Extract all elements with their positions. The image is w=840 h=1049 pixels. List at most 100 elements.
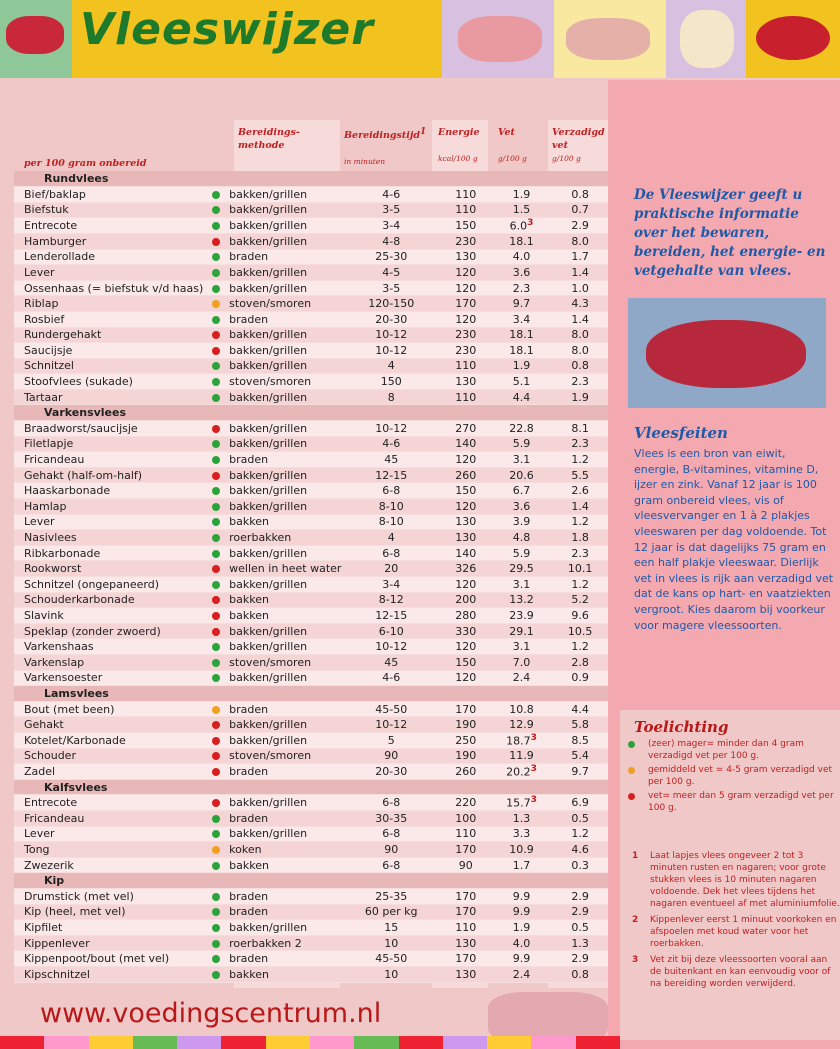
table-row: Rookworst wellen in heet water 20 326 29.5 10…: [14, 560, 610, 577]
energy: 330: [438, 623, 493, 640]
saturated-fat: 10.5: [550, 623, 610, 640]
meat-name: Kippenpoot/bout (met vel): [14, 950, 206, 968]
fat-dot-icon: [212, 284, 221, 293]
fat: 22.8: [492, 420, 551, 437]
time: 3-5: [343, 280, 439, 297]
method: bakken/grillen: [227, 436, 344, 453]
fat-indicator: [205, 623, 228, 640]
time: 25-35: [343, 888, 439, 905]
fat: 6.03: [492, 217, 551, 234]
fat: 1.9: [492, 919, 551, 936]
table-row: Kippenpoot/bout (met vel) braden 45-50 170 9…: [14, 950, 610, 968]
fat-indicator: [205, 233, 228, 250]
fat-dot-icon: [212, 440, 221, 449]
meat-name: Saucijsje: [14, 342, 206, 359]
time: 6-10: [343, 623, 439, 640]
meat-name: Tartaar: [14, 389, 206, 406]
method: bakken/grillen: [227, 623, 344, 640]
time: 6-8: [343, 794, 439, 812]
fat-dot-icon: [212, 206, 221, 215]
fat-indicator: [205, 514, 228, 531]
fat-indicator: [205, 701, 228, 718]
method: stoven/smoren: [227, 373, 344, 390]
saturated-fat: 4.3: [550, 295, 610, 312]
meat-name: Haaskarbonade: [14, 482, 206, 500]
meat-name: Gehakt: [14, 716, 206, 733]
table-row: Varkenslap stoven/smoren 45 150 7.0 2.8: [14, 654, 610, 671]
saturated-fat: 2.9: [550, 217, 610, 234]
meat-name: Gehakt (half-om-half): [14, 467, 206, 484]
energy: 270: [438, 420, 493, 437]
method: braden: [227, 701, 344, 718]
energy: 150: [438, 482, 493, 500]
energy: 100: [438, 810, 493, 827]
method: bakken/grillen: [227, 576, 344, 593]
energy: 110: [438, 389, 493, 406]
energy: 326: [438, 560, 493, 577]
header-per-100g: per 100 gram onbereid: [24, 158, 147, 169]
saturated-fat: 9.6: [550, 607, 610, 624]
energy: 120: [438, 264, 493, 281]
fat-dot-icon: [212, 534, 221, 543]
time: 6-8: [343, 826, 439, 843]
saturated-fat: 1.7: [550, 249, 610, 266]
time: 5: [343, 732, 439, 749]
time: 10-12: [343, 342, 439, 359]
fat-dot-icon: [212, 596, 221, 605]
meat-name: Rookworst: [14, 560, 206, 577]
saturated-fat: 1.0: [550, 280, 610, 297]
energy: 120: [438, 638, 493, 655]
energy: 110: [438, 358, 493, 375]
fat: 10.8: [492, 701, 551, 718]
fat-indicator: [205, 358, 228, 375]
header-energy-unit: kcal/100 g: [438, 154, 478, 163]
website-url[interactable]: www.voedingscentrum.nl: [40, 998, 382, 1029]
method: bakken: [227, 966, 344, 983]
time: 10-12: [343, 716, 439, 733]
fat: 7.0: [492, 654, 551, 671]
fat-indicator: [205, 264, 228, 281]
header-sat-label: Verzadigd vet: [552, 127, 605, 151]
notes-title: Toelichting: [634, 718, 729, 736]
fat-indicator: [205, 716, 228, 733]
method: bakken/grillen: [227, 389, 344, 406]
table-row: Riblap stoven/smoren 120-150 170 9.7 4.3: [14, 295, 610, 312]
table-row: Gehakt (half-om-half) bakken/grillen 12-15…: [14, 467, 610, 484]
fat-dot-icon: [212, 471, 221, 480]
fat-dot-icon: [212, 627, 221, 636]
meat-name: Hamburger: [14, 233, 206, 250]
saturated-fat: 0.3: [550, 857, 610, 874]
method: bakken/grillen: [227, 545, 344, 562]
header-sat: Verzadigd vet g/100 g: [552, 126, 610, 165]
energy: 260: [438, 467, 493, 484]
table-row: Entrecote bakken/grillen 6-8 220 15.73 6.9: [14, 794, 610, 812]
fat: 1.9: [492, 358, 551, 375]
table-row: Lever bakken 8-10 130 3.9 1.2: [14, 514, 610, 531]
meat-name: Bout (met been): [14, 701, 206, 718]
fat: 11.9: [492, 748, 551, 765]
method: bakken/grillen: [227, 342, 344, 359]
energy: 220: [438, 794, 493, 812]
time: 10: [343, 935, 439, 952]
footnote-number: 1: [632, 851, 639, 861]
table-row: Kipschnitzel bakken 10 130 2.4 0.8: [14, 966, 610, 983]
fat: 10.9: [492, 841, 551, 858]
legend-item: (zeer) mager= minder dan 4 gram verzadig…: [628, 738, 838, 762]
energy: 260: [438, 763, 493, 780]
fat-indicator: [205, 545, 228, 562]
saturated-fat: 4.4: [550, 701, 610, 718]
saturated-fat: 1.2: [550, 826, 610, 843]
energy: 140: [438, 545, 493, 562]
meat-name: Kipfilet: [14, 919, 206, 936]
time: 90: [343, 841, 439, 858]
time: 8-10: [343, 498, 439, 515]
table-row: Ribkarbonade bakken/grillen 6-8 140 5.9 2.3: [14, 545, 610, 562]
fat-indicator: [205, 560, 228, 577]
time: 4-6: [343, 436, 439, 453]
meat-name: Tong: [14, 841, 206, 858]
table-row: Haaskarbonade bakken/grillen 6-8 150 6.7 2.6: [14, 482, 610, 500]
meat-name: Riblap: [14, 295, 206, 312]
beef-steak-picture: [6, 16, 64, 54]
header-time-label: Bereidingstijd: [344, 130, 420, 142]
header-time-sup: 1: [419, 127, 427, 137]
